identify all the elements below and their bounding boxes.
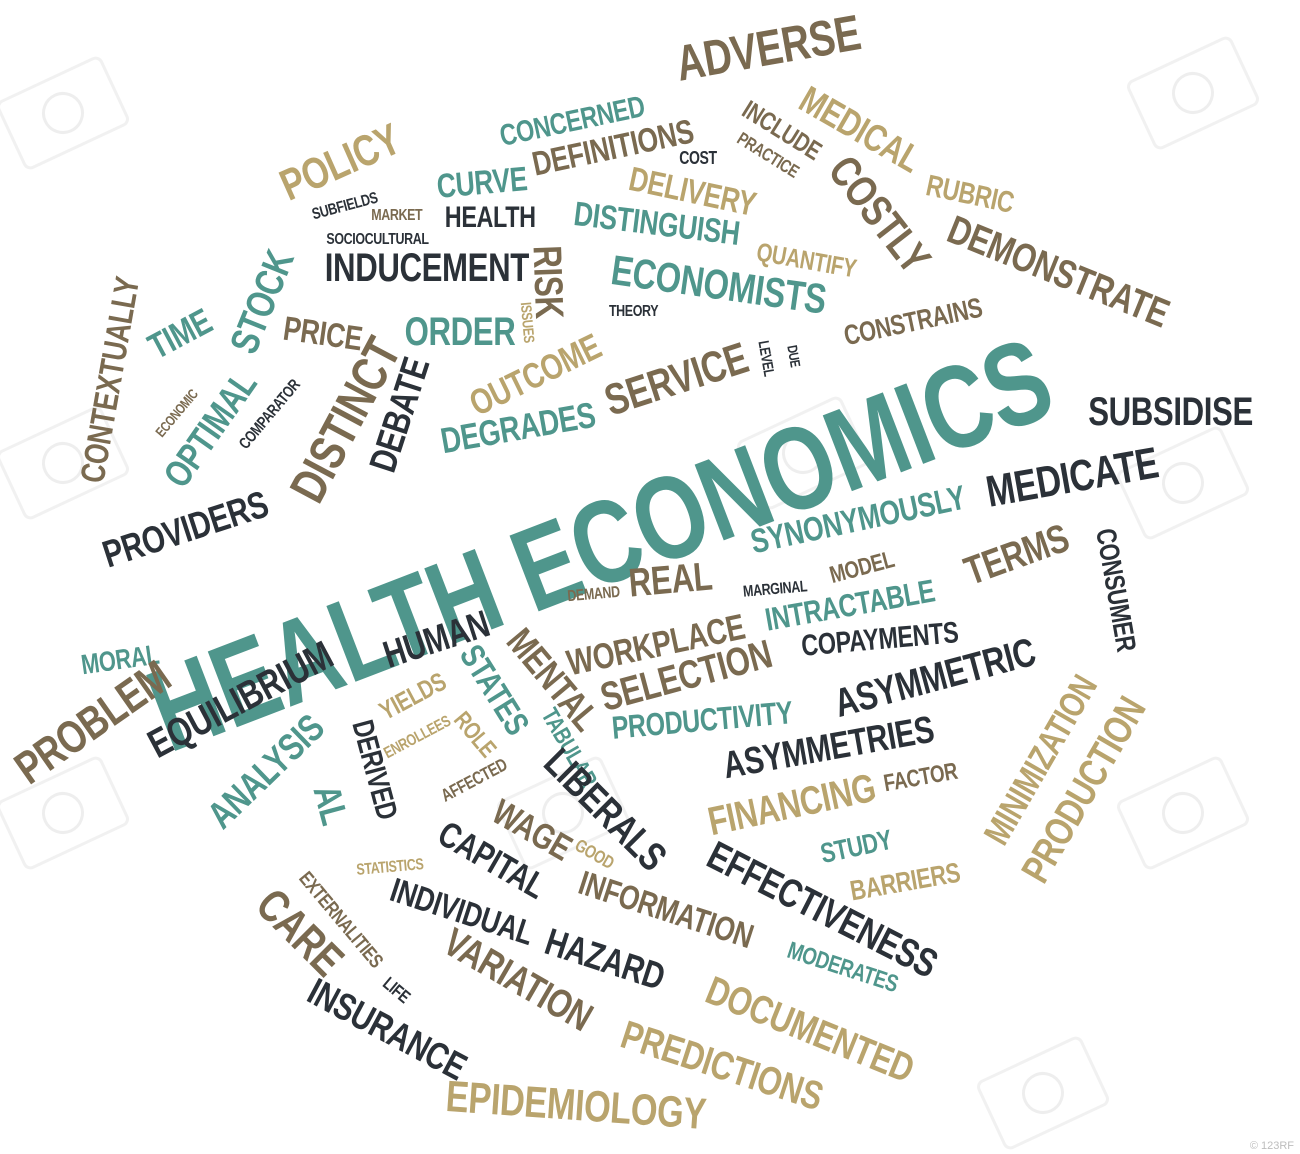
cloud-word: CONTEXTUALLY [73,274,147,486]
cloud-word: LEVEL [754,338,778,378]
cloud-word: DUE [784,343,804,369]
cloud-word: CARE [246,878,354,986]
cloud-word: THEORY [608,303,658,320]
cloud-word: TERMS [958,515,1075,595]
cloud-word: POLICY [272,114,407,211]
cloud-word: REAL [626,554,714,606]
cloud-word: MARKET [370,207,422,224]
watermark-credit: © 123RF [1249,1140,1294,1152]
cloud-word: DEGRADES [437,393,599,462]
cloud-word: CONSUMER [1089,526,1142,654]
cloud-word: ORDER [404,310,516,354]
cloud-word: INDUCEMENT [324,246,529,290]
cloud-word: EPIDEMIOLOGY [444,1071,708,1140]
cloud-word: FACTOR [881,757,959,798]
cloud-word: AL [304,780,356,830]
cloud-word: AFFECTED [437,754,511,806]
cloud-word: SUBSIDISE [1087,390,1253,434]
cloud-word: CURVE [435,160,529,206]
watermark-icon [1124,34,1262,152]
cloud-word: DERIVED [345,716,404,824]
cloud-word: ADVERSE [671,4,865,92]
cloud-word: COST [679,148,717,168]
cloud-word: BARRIERS [847,856,963,907]
cloud-word: STUDY [817,823,895,870]
cloud-word: SOCIOCULTURAL [325,231,429,248]
cloud-word: ISSUES [516,301,538,343]
cloud-word: TIME [141,300,219,368]
cloud-word: PROVIDERS [97,483,274,577]
cloud-word: LIFE [378,973,414,1007]
watermark-icon [974,1034,1112,1152]
watermark-icon [0,54,132,172]
cloud-word: SERVICE [598,333,754,426]
cloud-word: HEALTH [444,201,536,234]
watermark-icon [1114,754,1252,872]
